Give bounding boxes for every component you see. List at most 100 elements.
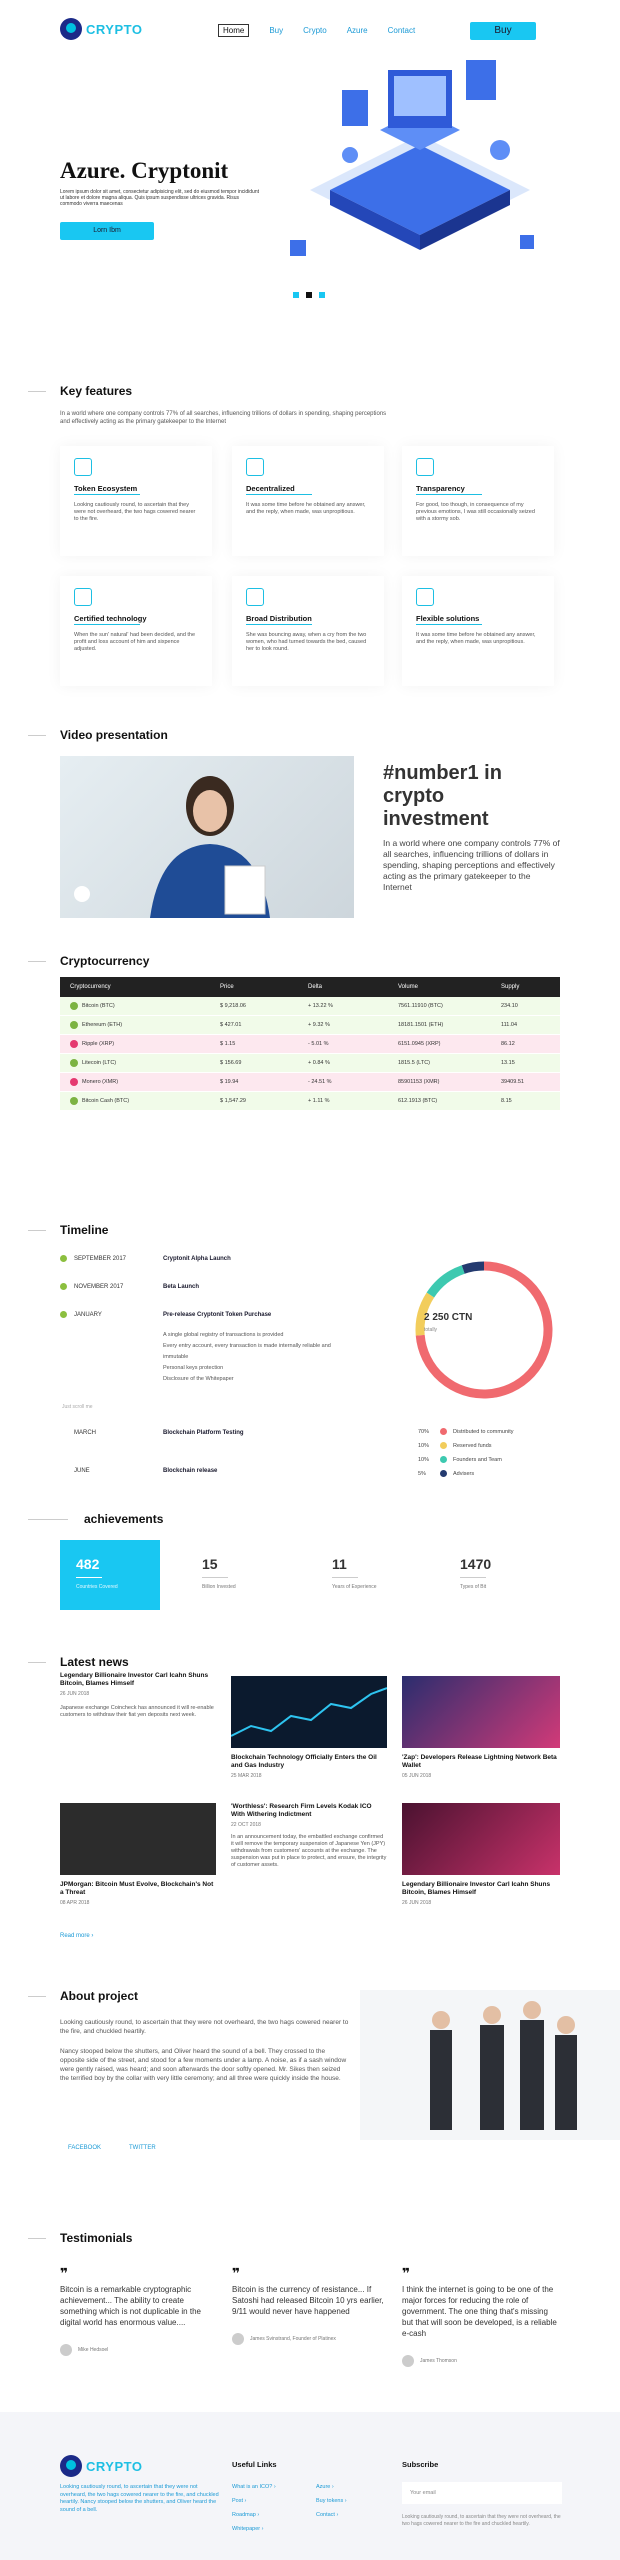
footer-subscribe-text: Looking cautiously round, to ascertain t…: [402, 2514, 561, 2527]
about-paragraph-1: Looking cautiously round, to ascertain t…: [60, 2019, 349, 2035]
section-line: [28, 1662, 46, 1663]
about-social-links: FACEBOOK TWITTER: [68, 2145, 156, 2151]
news-image[interactable]: [230, 1676, 388, 1748]
donut-value: 2 250 CTN: [424, 1312, 473, 1323]
news-date: 25 MAR 2018: [231, 1773, 262, 1779]
hero-button[interactable]: Lorn Ibm: [60, 222, 154, 240]
achievement-divider: [460, 1577, 486, 1578]
news-title[interactable]: JPMorgan: Bitcoin Must Evolve, Blockchai…: [60, 1881, 214, 1896]
footer-links-title: Useful Links: [232, 2460, 277, 2469]
footer-link[interactable]: Post ›: [232, 2498, 247, 2504]
news-image[interactable]: [402, 1676, 560, 1748]
news-title[interactable]: Blockchain Technology Officially Enters …: [231, 1754, 377, 1769]
news-image[interactable]: [402, 1803, 560, 1875]
news-item-4[interactable]: JPMorgan: Bitcoin Must Evolve, Blockchai…: [60, 1803, 216, 1906]
buy-button[interactable]: Buy: [470, 22, 536, 40]
nav-azure[interactable]: Azure: [346, 26, 368, 35]
facebook-link[interactable]: FACEBOOK: [68, 2145, 102, 2151]
feature-card-6: Flexible solutions It was some time befo…: [402, 576, 554, 686]
nav-home[interactable]: Home: [218, 24, 250, 37]
achievement-number: 1470: [460, 1556, 492, 1572]
slider-dot-3[interactable]: [319, 292, 325, 298]
presenter-image: [150, 776, 270, 918]
nav-contact[interactable]: Contact: [387, 26, 416, 35]
timeline-title: Timeline: [60, 1223, 109, 1237]
legend-item: 10% Founders and Team: [418, 1456, 502, 1463]
slider-dot-2[interactable]: [306, 292, 312, 298]
section-line: [28, 1519, 68, 1520]
feature-underline: [416, 494, 482, 495]
hero-text: Lorem ipsum dolor sit amet, consectetur …: [60, 189, 259, 207]
feature-text: Looking cautiously round, to ascertain t…: [74, 502, 196, 522]
video-headline: #number1 in crypto investment: [383, 762, 502, 830]
stock-chart-image: [230, 1687, 388, 1737]
achievement-label: Billion Invested: [202, 1584, 236, 1590]
nav-buy[interactable]: Buy: [269, 26, 284, 35]
achievement-number: 11: [332, 1556, 347, 1572]
feature-card-5: Broad Distribution She was bouncing away…: [232, 576, 384, 686]
feature-text: It was some time before he obtained any …: [416, 632, 536, 645]
section-line: [28, 735, 46, 736]
testimonial-1: ❞ Bitcoin is a remarkable cryptographic …: [60, 2265, 215, 2356]
news-image[interactable]: [60, 1803, 216, 1875]
video-player[interactable]: [60, 756, 354, 918]
feature-card-1: Token Ecosystem Looking cautiously round…: [60, 446, 212, 556]
testimonial-text: Bitcoin is the currency of resistance...…: [232, 2285, 384, 2316]
cell-volume: 18181.1501 (ETH): [398, 1022, 444, 1028]
about-title: About project: [60, 1989, 138, 2003]
achievement-number: 15: [202, 1556, 218, 1572]
cell-price: $ 1,547.29: [220, 1098, 246, 1104]
donut-segment: [415, 1261, 553, 1399]
footer-link[interactable]: Contact ›: [316, 2512, 339, 2518]
testimonial-author: James Thomson: [420, 2358, 457, 2364]
logo-mark-icon: [60, 2455, 82, 2477]
news-date: 05 JUN 2018: [402, 1773, 432, 1779]
coin-name: Ethereum (ETH): [82, 1022, 123, 1028]
news-read-more-link[interactable]: Read more ›: [60, 1933, 94, 1939]
news-title[interactable]: Legendary Billionaire Investor Carl Icah…: [60, 1672, 209, 1687]
footer-link[interactable]: Whitepaper ›: [232, 2526, 264, 2532]
timeline-dot: [60, 1255, 67, 1262]
footer-link[interactable]: What is an ICO? ›: [232, 2484, 276, 2490]
news-date: 08 APR 2018: [60, 1900, 90, 1906]
section-line: [28, 961, 46, 962]
news-title[interactable]: 'Zap': Developers Release Lightning Netw…: [402, 1754, 557, 1769]
logo[interactable]: CRYPTO: [60, 18, 142, 40]
news-item-6[interactable]: Legendary Billionaire Investor Carl Icah…: [402, 1803, 560, 1906]
slider-dot-1[interactable]: [293, 292, 299, 298]
twitter-link[interactable]: TWITTER: [129, 2145, 156, 2151]
footer-logo[interactable]: CRYPTO: [60, 2455, 142, 2477]
donut-label: totally: [424, 1327, 438, 1333]
cell-name: Bitcoin (BTC): [60, 1002, 210, 1010]
cell-name: Monero (XMR): [60, 1078, 210, 1086]
table-row: Ethereum (ETH) $ 427.01 + 9.32 % 18181.1…: [60, 1016, 560, 1035]
subscribe-email-input[interactable]: Your email: [402, 2482, 562, 2504]
footer-link[interactable]: Buy tokens ›: [316, 2498, 347, 2504]
coin-icon: [70, 1078, 78, 1086]
cell-price: $ 9,218.06: [220, 1003, 246, 1009]
avatar: [402, 2355, 414, 2367]
legend-swatch: [440, 1456, 447, 1463]
news-item-1[interactable]: Legendary Billionaire Investor Carl Icah…: [60, 1672, 216, 1719]
footer-link[interactable]: Roadmap ›: [232, 2512, 260, 2518]
feature-title: Decentralized: [246, 484, 295, 493]
table-row: Bitcoin (BTC) $ 9,218.06 + 13.22 % 7561.…: [60, 997, 560, 1016]
news-title[interactable]: Legendary Billionaire Investor Carl Icah…: [402, 1881, 551, 1896]
news-title[interactable]: 'Worthless': Research Firm Levels Kodak …: [231, 1803, 372, 1818]
news-item-5[interactable]: 'Worthless': Research Firm Levels Kodak …: [231, 1803, 387, 1869]
testimonial-text: Bitcoin is a remarkable cryptographic ac…: [60, 2285, 201, 2327]
coin-icon: [70, 1059, 78, 1067]
news-item-3[interactable]: 'Zap': Developers Release Lightning Netw…: [402, 1676, 560, 1779]
legend-label: Reserved funds: [453, 1442, 492, 1449]
hero-title: Azure. Cryptonit: [60, 158, 229, 183]
news-item-2[interactable]: Blockchain Technology Officially Enters …: [230, 1676, 388, 1779]
timeline-event: Cryptonit Alpha Launch: [163, 1256, 231, 1262]
quote-icon: ❞: [60, 2265, 69, 2281]
achievement-label: Types of Bit: [460, 1584, 487, 1590]
play-icon[interactable]: [74, 886, 90, 902]
nav-crypto[interactable]: Crypto: [303, 26, 327, 35]
cell-volume: 6151.0945 (XRP): [398, 1041, 441, 1047]
feature-title: Flexible solutions: [416, 614, 480, 623]
section-line: [28, 2238, 46, 2239]
footer-link[interactable]: Azure ›: [316, 2484, 334, 2490]
